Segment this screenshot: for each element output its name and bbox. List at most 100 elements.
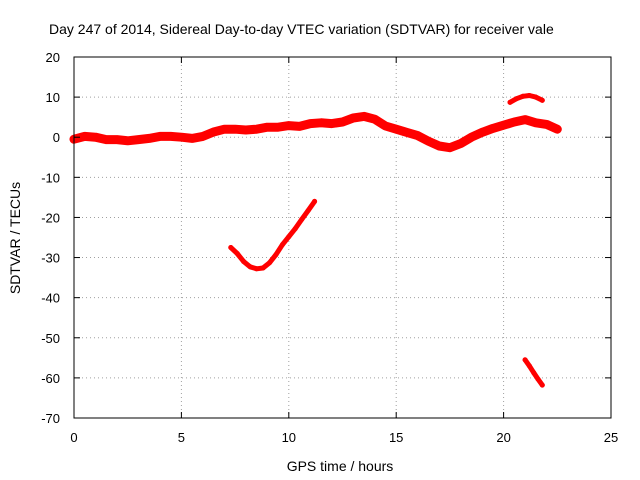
data-point [370, 115, 379, 124]
data-point [254, 266, 260, 272]
data-point [123, 136, 132, 145]
data-point [542, 120, 551, 129]
x-tick-label: 15 [389, 430, 403, 445]
data-point [198, 132, 207, 141]
grid-lines [74, 57, 611, 418]
data-point [231, 125, 240, 134]
data-point [317, 118, 326, 127]
data-point [531, 118, 540, 127]
data-point [260, 265, 266, 271]
data-point [526, 93, 532, 99]
data-point [424, 137, 433, 146]
data-point [112, 135, 121, 144]
data-point [286, 234, 292, 240]
data-point [327, 119, 336, 128]
data-point [513, 96, 519, 102]
data-point [263, 123, 272, 132]
data-point [209, 128, 218, 137]
data-point [188, 134, 197, 143]
y-tick-label: 0 [53, 130, 60, 145]
data-point [166, 132, 175, 141]
data-point [134, 135, 143, 144]
data-series [69, 93, 562, 388]
data-point [234, 251, 240, 257]
data-point [456, 139, 465, 148]
data-point [228, 245, 234, 251]
y-tick-label: -20 [41, 210, 60, 225]
data-point [499, 121, 508, 130]
data-point [292, 226, 298, 232]
data-point [520, 93, 526, 99]
data-point [266, 260, 272, 266]
data-point [539, 97, 545, 103]
data-point [507, 99, 513, 105]
data-point [155, 132, 164, 141]
data-point [247, 264, 253, 270]
data-point [533, 94, 539, 100]
y-axis-label: SDTVAR / TECUs [7, 182, 23, 294]
y-tick-label: -50 [41, 331, 60, 346]
series-line [69, 111, 562, 153]
data-point [522, 357, 528, 363]
data-point [279, 242, 285, 248]
series-line [228, 198, 318, 272]
data-point [241, 126, 250, 135]
data-point [413, 131, 422, 140]
data-point [381, 121, 390, 130]
chart-title: Day 247 of 2014, Sidereal Day-to-day VTE… [49, 21, 554, 37]
y-tick-label: -30 [41, 251, 60, 266]
data-point [177, 133, 186, 142]
y-tick-label: -40 [41, 291, 60, 306]
x-tick-label: 10 [282, 430, 296, 445]
series-low-segment [522, 357, 545, 388]
data-point [306, 119, 315, 128]
data-point [553, 125, 562, 134]
data-point [241, 259, 247, 265]
data-point [510, 117, 519, 126]
data-point [402, 128, 411, 137]
plot-frame [73, 56, 612, 419]
series-mid-dip [228, 198, 318, 272]
x-tick-label: 25 [604, 430, 618, 445]
x-tick-label: 0 [70, 430, 77, 445]
data-point [312, 198, 318, 204]
x-tick-label: 5 [178, 430, 185, 445]
data-point [392, 125, 401, 134]
data-point [435, 142, 444, 151]
data-point [467, 133, 476, 142]
x-axis-label: GPS time / hours [287, 458, 394, 474]
data-point [295, 122, 304, 131]
x-tick-label: 20 [496, 430, 510, 445]
data-point [488, 124, 497, 133]
data-point [338, 117, 347, 126]
data-point [91, 133, 100, 142]
y-tick-label: -60 [41, 371, 60, 386]
y-tick-label: -10 [41, 170, 60, 185]
data-point [349, 113, 358, 122]
data-point [359, 112, 368, 121]
axis-ticks: 0 5 10 15 20 25 -70 -60 -50 -40 -30 -20 -10 0 10 20 [41, 50, 618, 445]
y-tick-label: -70 [41, 411, 60, 426]
data-point [531, 370, 537, 376]
data-point [539, 382, 545, 388]
series-main-band [69, 111, 562, 153]
data-point [305, 208, 311, 214]
data-point [252, 125, 261, 134]
data-point [535, 376, 541, 382]
y-tick-label: 10 [46, 90, 60, 105]
data-point [274, 123, 283, 132]
data-point [478, 128, 487, 137]
data-point [145, 134, 154, 143]
data-point [526, 363, 532, 369]
data-point [521, 115, 530, 124]
data-point [299, 216, 305, 222]
data-point [220, 125, 229, 134]
data-point [284, 121, 293, 130]
series-upper-arc [507, 93, 545, 105]
y-tick-label: 20 [46, 50, 60, 65]
data-point [102, 135, 111, 144]
data-point [445, 143, 454, 152]
data-point [80, 132, 89, 141]
data-point [273, 252, 279, 258]
